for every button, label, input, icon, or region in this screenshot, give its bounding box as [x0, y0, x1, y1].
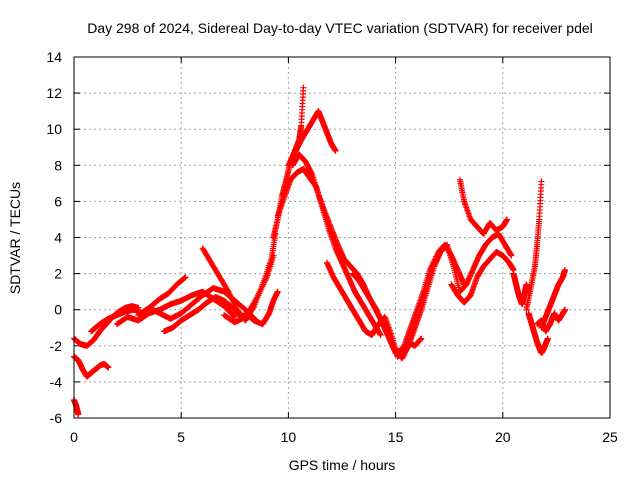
x-tick-label: 20	[495, 429, 511, 445]
data-point	[538, 178, 545, 185]
data-point	[544, 335, 551, 342]
data-point-interp	[230, 313, 237, 320]
data-series	[71, 396, 82, 418]
data-point	[270, 252, 277, 259]
y-tick-label: 10	[46, 121, 62, 137]
data-series	[448, 248, 517, 306]
data-point	[508, 252, 515, 259]
data-point	[561, 266, 568, 273]
y-tick-label: 14	[46, 49, 62, 65]
data-series	[274, 165, 384, 338]
data-point	[300, 84, 307, 91]
y-tick-label: 2	[54, 266, 62, 282]
data-series	[323, 259, 401, 360]
x-tick-labels: 0 5 10 15 20 25	[70, 429, 618, 445]
data-point	[332, 147, 339, 154]
y-tick-label: -6	[50, 410, 63, 426]
data-point-interp	[181, 274, 188, 281]
data-point	[504, 216, 511, 223]
x-tick-label: 15	[388, 429, 404, 445]
x-axis-label: GPS time / hours	[289, 457, 396, 473]
data-series	[523, 178, 545, 313]
grid-lines	[74, 57, 610, 418]
y-tick-labels: -6 -4 -2 0 2 4 6 8 10 12 14	[46, 49, 62, 426]
y-tick-label: 0	[54, 302, 62, 318]
data-markers	[71, 84, 568, 418]
x-tick-label: 10	[281, 429, 297, 445]
y-tick-label: 4	[54, 230, 62, 246]
data-point	[274, 288, 281, 295]
y-tick-label: 8	[54, 157, 62, 173]
data-series	[392, 230, 515, 362]
data-point	[418, 335, 425, 342]
y-tick-label: -4	[50, 374, 63, 390]
data-series	[285, 108, 339, 169]
x-tick-label: 5	[177, 429, 185, 445]
data-point	[377, 331, 384, 338]
data-series	[135, 285, 260, 324]
data-series	[456, 176, 511, 237]
data-point	[105, 364, 112, 371]
data-point	[231, 313, 238, 320]
data-series	[510, 270, 532, 308]
data-series	[242, 288, 281, 328]
chart-title: Day 298 of 2024, Sidereal Day-to-day VTE…	[87, 20, 593, 36]
data-point	[182, 274, 189, 281]
y-axis-label: SDTVAR / TECUs	[7, 182, 23, 294]
data-series	[71, 353, 112, 380]
y-tick-label: 6	[54, 193, 62, 209]
y-tick-label: -2	[50, 338, 63, 354]
data-series	[525, 310, 551, 357]
data-series	[534, 306, 568, 335]
data-point	[561, 306, 568, 313]
data-point	[75, 411, 82, 418]
plot-frame	[73, 56, 611, 419]
x-tick-label: 25	[602, 429, 618, 445]
y-tick-label: 12	[46, 85, 62, 101]
data-series	[221, 252, 277, 326]
x-tick-label: 0	[70, 429, 78, 445]
